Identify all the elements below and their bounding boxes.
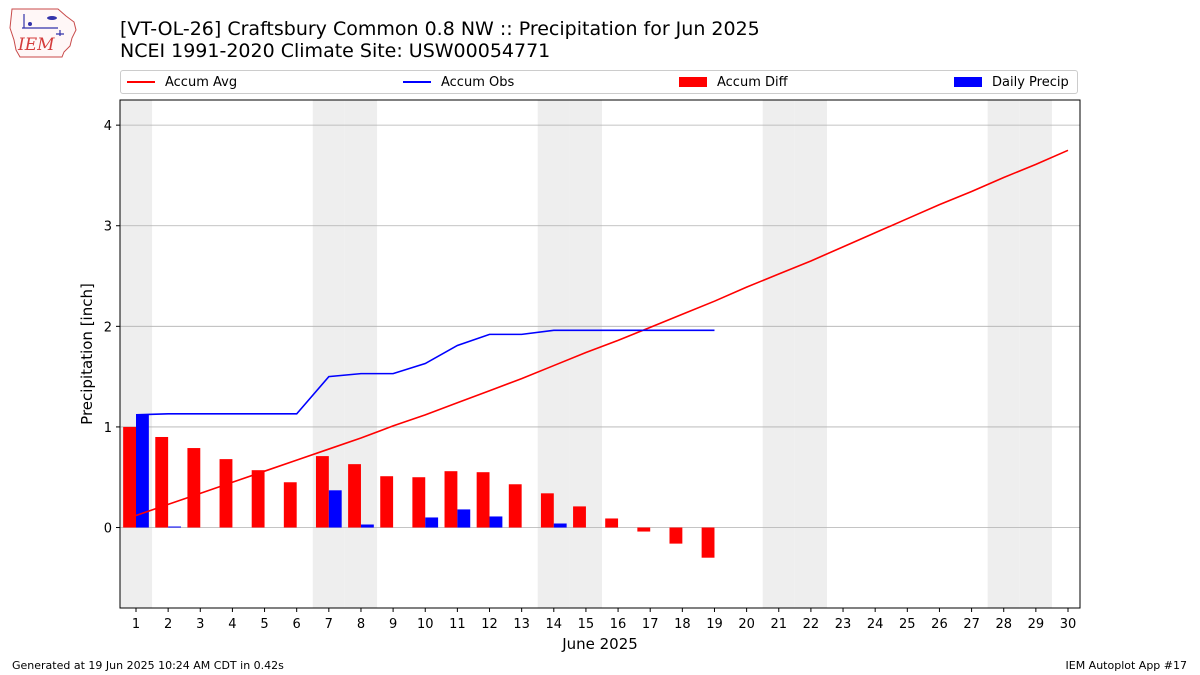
legend-label: Accum Avg	[165, 74, 238, 90]
y-tick-label: 2	[104, 320, 112, 335]
x-tick-label: 26	[931, 617, 948, 632]
bar-accum-diff	[251, 470, 265, 528]
y-tick-label: 4	[104, 119, 112, 134]
bar-accum-diff	[508, 484, 522, 528]
x-tick-label: 28	[995, 617, 1012, 632]
logo-text: IEM	[17, 35, 55, 55]
bar-accum-diff	[155, 436, 169, 528]
x-tick-label: 6	[293, 617, 301, 632]
x-tick-label: 25	[899, 617, 916, 632]
bar-daily-precip	[457, 509, 471, 528]
weekend-band	[537, 100, 570, 608]
weekend-band	[794, 100, 827, 608]
legend-entry-accum-diff: Accum Diff	[679, 71, 788, 93]
bar-accum-diff	[701, 527, 715, 558]
x-tick-label: 10	[417, 617, 434, 632]
x-tick-label: 19	[706, 617, 723, 632]
legend-swatch	[679, 77, 707, 87]
x-tick-label: 16	[610, 617, 627, 632]
bar-accum-diff	[123, 426, 136, 528]
x-tick-label: 8	[357, 617, 365, 632]
x-tick-label: 5	[260, 617, 268, 632]
line-accum-avg	[135, 149, 1069, 517]
bar-daily-precip	[360, 524, 374, 528]
x-tick-label: 2	[164, 617, 172, 632]
x-tick-label: 21	[770, 617, 787, 632]
x-tick-label: 23	[835, 617, 852, 632]
x-tick-label: 3	[196, 617, 204, 632]
iem-logo: IEM	[9, 8, 77, 58]
y-axis-label: Precipitation [inch]	[78, 283, 96, 425]
weekend-band	[762, 100, 795, 608]
bar-accum-diff	[540, 493, 554, 528]
weekend-band	[1019, 100, 1052, 608]
legend-label: Accum Obs	[441, 74, 515, 90]
x-tick-label: 9	[389, 617, 397, 632]
weekend-band	[569, 100, 602, 608]
legend-swatch	[954, 77, 982, 87]
bar-daily-precip	[328, 490, 342, 528]
legend-entry-accum-obs: Accum Obs	[403, 71, 514, 93]
legend-entry-accum-avg: Accum Avg	[127, 71, 237, 93]
x-tick-label: 14	[546, 617, 563, 632]
bar-accum-diff	[573, 506, 586, 528]
bar-accum-diff	[348, 464, 361, 528]
legend: Accum Avg Accum Obs Accum Diff Daily Precip	[120, 70, 1078, 94]
x-tick-label: 1	[132, 617, 140, 632]
bar-accum-diff	[476, 472, 490, 528]
bar-daily-precip	[553, 523, 567, 528]
x-tick-label: 12	[481, 617, 498, 632]
legend-swatch	[403, 81, 431, 83]
y-tick-label: 1	[104, 421, 112, 436]
chart-subtitle: NCEI 1991-2020 Climate Site: USW00054771	[120, 40, 551, 62]
footer-generated-text: Generated at 19 Jun 2025 10:24 AM CDT in…	[12, 659, 284, 672]
x-axis-label: June 2025	[561, 635, 638, 653]
y-tick-label: 3	[104, 220, 112, 235]
bar-daily-precip	[168, 526, 181, 528]
x-tick-label: 24	[867, 617, 884, 632]
bar-daily-precip	[489, 516, 503, 528]
footer-app-text: IEM Autoplot App #17	[1065, 659, 1188, 672]
x-tick-label: 4	[228, 617, 236, 632]
legend-swatch	[127, 81, 155, 83]
weekend-band	[344, 100, 378, 608]
bar-accum-diff	[219, 459, 233, 528]
bar-accum-diff	[637, 527, 651, 532]
legend-label: Accum Diff	[717, 74, 788, 90]
line-accum-obs	[135, 329, 715, 416]
bar-accum-diff	[605, 518, 619, 528]
bar-daily-precip	[136, 414, 149, 528]
y-tick-label: 0	[104, 522, 112, 537]
x-tick-label: 13	[513, 617, 530, 632]
x-tick-label: 18	[674, 617, 691, 632]
bar-accum-diff	[380, 476, 394, 528]
bar-accum-diff	[669, 527, 683, 544]
bar-accum-diff	[315, 456, 329, 528]
bar-accum-diff	[412, 477, 426, 528]
bar-accum-diff	[444, 471, 458, 528]
x-tick-label: 30	[1060, 617, 1077, 632]
legend-entry-daily-precip: Daily Precip	[954, 71, 1069, 93]
x-tick-label: 17	[642, 617, 659, 632]
x-tick-label: 27	[963, 617, 980, 632]
x-tick-label: 7	[325, 617, 333, 632]
weekend-band	[120, 100, 153, 608]
bar-daily-precip	[425, 517, 439, 528]
legend-label: Daily Precip	[992, 74, 1069, 90]
weekend-band	[312, 100, 345, 608]
x-tick-label: 15	[578, 617, 595, 632]
bar-accum-diff	[187, 448, 201, 528]
x-tick-label: 22	[803, 617, 820, 632]
chart-title: [VT-OL-26] Craftsbury Common 0.8 NW :: P…	[120, 18, 760, 40]
weekend-band	[987, 100, 1020, 608]
bar-accum-diff	[283, 482, 297, 528]
x-tick-label: 11	[449, 617, 466, 632]
plot-frame	[119, 99, 1081, 609]
x-tick-label: 29	[1028, 617, 1045, 632]
x-tick-label: 20	[738, 617, 755, 632]
